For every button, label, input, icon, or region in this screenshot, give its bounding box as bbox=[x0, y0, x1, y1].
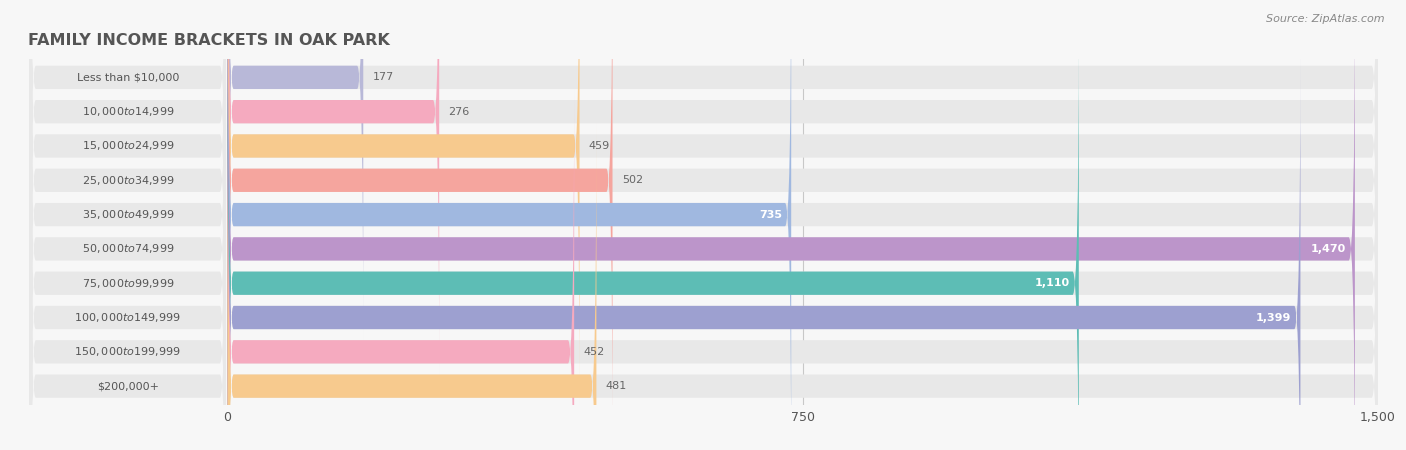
FancyBboxPatch shape bbox=[228, 0, 1355, 450]
FancyBboxPatch shape bbox=[30, 0, 226, 450]
FancyBboxPatch shape bbox=[228, 123, 596, 450]
FancyBboxPatch shape bbox=[228, 55, 1378, 450]
FancyBboxPatch shape bbox=[30, 0, 226, 340]
FancyBboxPatch shape bbox=[30, 55, 226, 450]
FancyBboxPatch shape bbox=[30, 0, 226, 443]
FancyBboxPatch shape bbox=[228, 0, 1378, 450]
FancyBboxPatch shape bbox=[30, 0, 226, 409]
Text: $50,000 to $74,999: $50,000 to $74,999 bbox=[82, 243, 174, 256]
FancyBboxPatch shape bbox=[30, 123, 226, 450]
Text: Less than $10,000: Less than $10,000 bbox=[77, 72, 179, 82]
Text: $10,000 to $14,999: $10,000 to $14,999 bbox=[82, 105, 174, 118]
Text: $25,000 to $34,999: $25,000 to $34,999 bbox=[82, 174, 174, 187]
Text: $150,000 to $199,999: $150,000 to $199,999 bbox=[75, 345, 181, 358]
Text: 452: 452 bbox=[583, 347, 605, 357]
FancyBboxPatch shape bbox=[30, 0, 226, 374]
Text: 735: 735 bbox=[759, 210, 782, 220]
FancyBboxPatch shape bbox=[228, 0, 1378, 450]
Text: 502: 502 bbox=[621, 176, 643, 185]
FancyBboxPatch shape bbox=[30, 89, 226, 450]
Text: $75,000 to $99,999: $75,000 to $99,999 bbox=[82, 277, 174, 290]
FancyBboxPatch shape bbox=[228, 0, 1378, 340]
Text: 459: 459 bbox=[589, 141, 610, 151]
Text: 276: 276 bbox=[449, 107, 470, 117]
FancyBboxPatch shape bbox=[228, 0, 792, 450]
FancyBboxPatch shape bbox=[228, 55, 1301, 450]
FancyBboxPatch shape bbox=[228, 123, 1378, 450]
Text: FAMILY INCOME BRACKETS IN OAK PARK: FAMILY INCOME BRACKETS IN OAK PARK bbox=[28, 32, 389, 48]
Text: Source: ZipAtlas.com: Source: ZipAtlas.com bbox=[1267, 14, 1385, 23]
FancyBboxPatch shape bbox=[228, 0, 363, 340]
FancyBboxPatch shape bbox=[228, 20, 1078, 450]
Text: $100,000 to $149,999: $100,000 to $149,999 bbox=[75, 311, 181, 324]
Text: 481: 481 bbox=[606, 381, 627, 391]
FancyBboxPatch shape bbox=[30, 20, 226, 450]
FancyBboxPatch shape bbox=[228, 0, 1378, 409]
FancyBboxPatch shape bbox=[228, 0, 439, 374]
Text: 1,470: 1,470 bbox=[1310, 244, 1346, 254]
FancyBboxPatch shape bbox=[228, 0, 579, 409]
Text: 177: 177 bbox=[373, 72, 394, 82]
FancyBboxPatch shape bbox=[228, 89, 574, 450]
FancyBboxPatch shape bbox=[228, 0, 1378, 443]
FancyBboxPatch shape bbox=[228, 20, 1378, 450]
Text: 1,110: 1,110 bbox=[1035, 278, 1070, 288]
Text: $35,000 to $49,999: $35,000 to $49,999 bbox=[82, 208, 174, 221]
FancyBboxPatch shape bbox=[228, 0, 1378, 374]
Text: $15,000 to $24,999: $15,000 to $24,999 bbox=[82, 140, 174, 153]
Text: 1,399: 1,399 bbox=[1256, 312, 1291, 323]
Text: $200,000+: $200,000+ bbox=[97, 381, 159, 391]
FancyBboxPatch shape bbox=[228, 89, 1378, 450]
FancyBboxPatch shape bbox=[228, 0, 613, 443]
FancyBboxPatch shape bbox=[30, 0, 226, 450]
